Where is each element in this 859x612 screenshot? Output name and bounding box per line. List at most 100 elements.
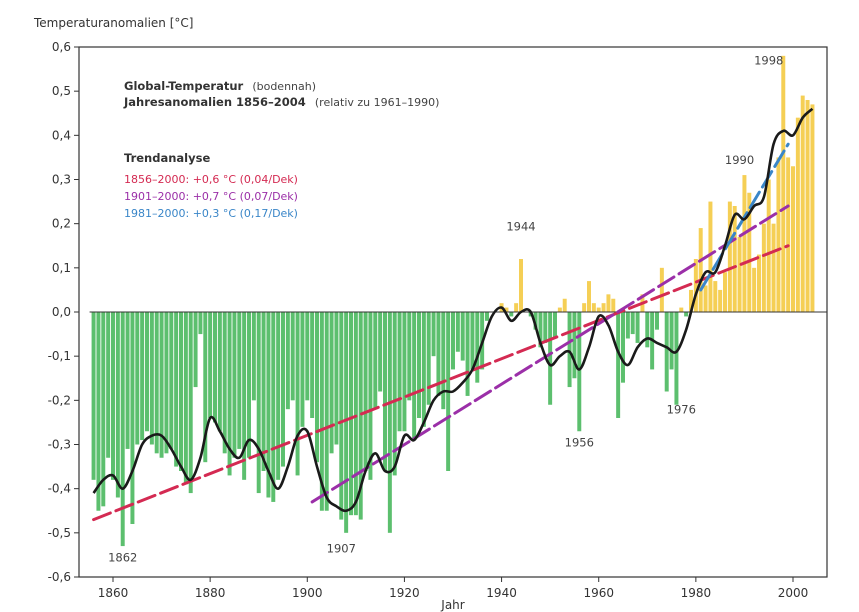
bar-1904 [324,312,329,511]
x-tick-label: 1900 [292,586,323,600]
bar-1924 [421,312,426,427]
bar-2000 [791,166,795,312]
bar-1960 [596,307,601,312]
bar-1877 [193,312,198,388]
chart-subtitle: Jahresanomalien 1856–2004 (relativ zu 19… [123,91,439,110]
bar-2004 [810,104,815,312]
bar-1864 [130,312,135,524]
bar-1937 [485,312,489,321]
bar-1980 [693,259,698,312]
bar-1930 [451,312,455,370]
bar-1859 [106,312,111,458]
annotation-1956: 1956 [565,436,594,450]
bar-1944 [519,259,523,312]
trend-legend-1856: 1856–2000: +0,6 °C (0,04/Dek) [124,173,298,186]
title-block: Global-Temperatur (bodennah) Jahresanoma… [123,75,439,220]
bar-1918 [392,312,397,476]
bar-1862 [120,312,125,547]
x-tick-label: 1880 [195,586,226,600]
bar-1976 [674,312,679,405]
bar-1908 [344,312,349,533]
bar-1883 [222,312,227,454]
bar-1935 [475,312,480,383]
bar-1981 [698,228,703,312]
x-tick-label: 1860 [98,586,129,600]
bar-1984 [713,281,718,312]
bar-1923 [417,312,421,418]
bar-1947 [533,312,538,330]
bar-1873 [174,312,179,467]
bar-1857 [96,312,101,511]
bar-1866 [140,312,145,441]
bar-1933 [465,312,470,396]
bar-1916 [383,312,387,471]
bar-1994 [761,223,766,312]
trend-analysis-heading: Trendanalyse [124,151,210,165]
bar-1983 [708,201,713,312]
trend-line-2 [310,204,790,504]
trend-line-3 [699,142,790,292]
y-tick-label: 0,0 [52,305,71,319]
axes-layer: -0,6 -0,5 -0,4 -0,3 -0,2 -0,1 0,0 0,1 0,2 0,3 0,4 0… [48,40,828,612]
bar-1921 [407,312,412,401]
y-tick-label: -0,5 [48,526,71,540]
bar-1985 [718,289,723,312]
bar-1879 [203,312,208,463]
bar-1927 [436,312,441,396]
trend-legend-1901: 1901–2000: +0,7 °C (0,07/Dek) [124,190,298,203]
bar-1878 [198,312,203,335]
y-tick-label: -0,1 [48,349,71,363]
bar-1894 [276,312,281,480]
bar-1987 [727,201,732,312]
bar-1905 [329,312,334,454]
bar-1958 [587,281,591,312]
bar-1875 [183,312,188,485]
bar-1941 [504,307,509,312]
y-tick-label: 0,5 [52,84,71,98]
bar-1999 [786,157,791,312]
annotation-1862: 1862 [108,551,137,565]
x-tick-label: 1960 [583,586,614,600]
bar-1870 [159,312,164,458]
x-tick-label: 1920 [389,586,420,600]
bar-1926 [431,312,436,357]
bar-1959 [591,303,596,312]
bar-1982 [703,285,708,312]
bar-1988 [732,206,737,312]
trend-lines-layer [92,142,790,522]
chart-title-main: Global-Temperatur [124,79,244,93]
bar-1898 [295,312,300,476]
bar-1952 [557,307,562,312]
bar-1942 [509,312,514,317]
bar-1876 [188,312,193,494]
annotation-1990: 1990 [725,153,754,167]
bar-1973 [659,267,664,312]
x-tick-label: 2000 [778,586,809,600]
bar-1965 [621,312,625,383]
chart-title: Global-Temperatur (bodennah) [124,75,316,94]
y-tick-label: -0,6 [48,570,71,584]
bar-1900 [305,312,310,401]
bar-1856 [91,312,96,480]
bar-1885 [232,312,237,458]
x-tick-label: 1980 [681,586,712,600]
y-tick-label: 0,1 [52,261,71,275]
bar-2001 [795,117,800,312]
bar-1961 [601,303,606,312]
annotations-layer: 1862 1907 1944 1956 1976 1990 1998 [108,54,783,565]
bar-1871 [164,312,169,454]
bar-1914 [373,312,378,410]
bar-1912 [363,312,368,471]
bar-1911 [358,312,363,520]
bar-1882 [217,312,222,432]
y-tick-label: 0,2 [52,217,71,231]
bar-1955 [572,312,577,379]
bar-1913 [368,312,373,480]
bar-1869 [154,312,159,454]
bar-1872 [169,312,174,449]
bar-1990 [742,175,747,312]
annotation-1944: 1944 [506,219,535,233]
bar-1997 [776,157,781,312]
bar-1968 [635,312,640,343]
